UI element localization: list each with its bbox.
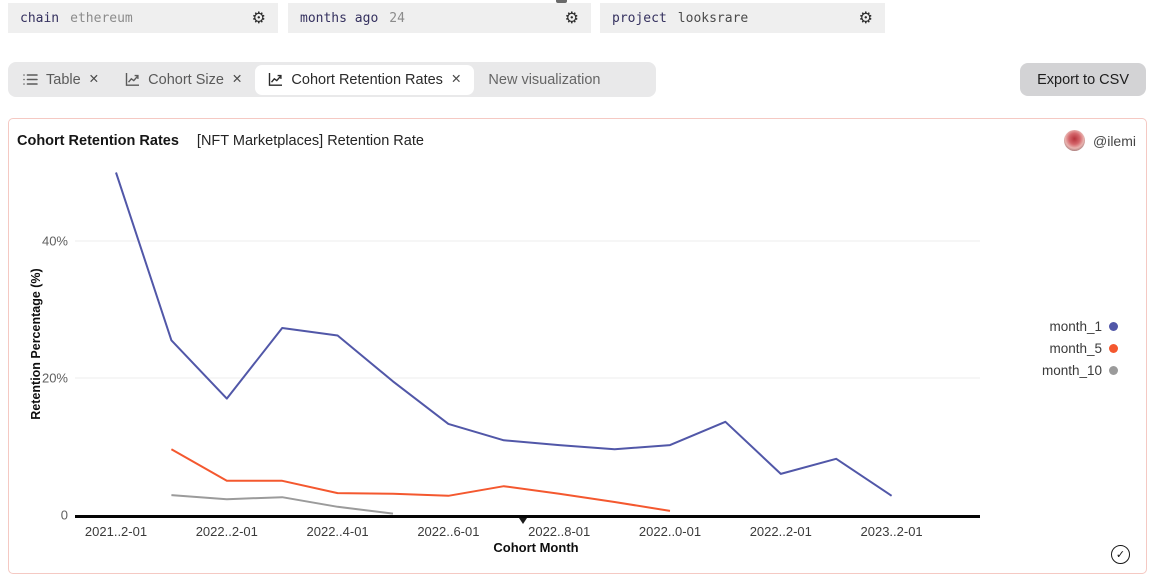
param-months-ago[interactable]: months ago 24 ⚙ (288, 3, 591, 33)
author-handle[interactable]: @ilemi (1093, 132, 1136, 149)
series-color-dot (1109, 321, 1118, 331)
svg-text:2022..2-01: 2022..2-01 (196, 524, 258, 539)
tab-table-label: Table (46, 71, 81, 88)
svg-text:2022..0-01: 2022..0-01 (639, 524, 701, 539)
close-icon[interactable]: ✕ (450, 72, 462, 87)
tab-cohort-retention-rates-label: Cohort Retention Rates (291, 71, 443, 88)
svg-text:2021..2-01: 2021..2-01 (85, 524, 147, 539)
chart-legend: month_1 month_5 month_10 (1042, 315, 1118, 381)
avatar[interactable] (1064, 130, 1085, 151)
chart-subtitle: [NFT Marketplaces] Retention Rate (196, 132, 424, 149)
close-icon[interactable]: ✕ (231, 72, 243, 87)
param-chain[interactable]: chain ethereum ⚙ (8, 3, 278, 33)
param-chain-value[interactable]: ethereum (70, 10, 133, 26)
svg-text:40%: 40% (42, 234, 68, 249)
chart-title: Cohort Retention Rates (17, 132, 179, 149)
tab-cohort-size-label: Cohort Size (148, 71, 224, 88)
line-chart-icon (268, 72, 283, 87)
svg-text:2022..6-01: 2022..6-01 (417, 524, 479, 539)
series-color-dot (1109, 365, 1118, 375)
legend-label: month_10 (1041, 362, 1102, 378)
tab-cohort-size[interactable]: Cohort Size ✕ (112, 65, 255, 94)
chart-card-header: Cohort Retention Rates [NFT Marketplaces… (17, 130, 1136, 151)
param-chain-label: chain (20, 10, 60, 26)
confirm-check-icon[interactable]: ✓ (1111, 545, 1130, 564)
tab-table[interactable]: Table ✕ (10, 65, 112, 94)
legend-label: month_5 (1049, 340, 1102, 356)
legend-item-month-1[interactable]: month_1 (1042, 315, 1118, 337)
series-color-dot (1109, 343, 1118, 353)
tab-cohort-retention-rates[interactable]: Cohort Retention Rates ✕ (255, 64, 475, 95)
cursor-artifact (556, 0, 567, 3)
legend-label: month_1 (1049, 318, 1102, 334)
new-visualization-button[interactable]: New visualization (488, 71, 601, 88)
close-icon[interactable]: ✕ (88, 72, 100, 87)
legend-item-month-5[interactable]: month_5 (1042, 337, 1118, 359)
gear-icon[interactable]: ⚙ (251, 8, 266, 27)
svg-text:2022..8-01: 2022..8-01 (528, 524, 590, 539)
gear-icon[interactable]: ⚙ (564, 8, 579, 27)
svg-text:20%: 20% (42, 371, 68, 386)
param-months-ago-value[interactable]: 24 (389, 10, 405, 26)
visualization-tabbar: Table ✕ Cohort Size ✕ Cohort Retention R… (8, 62, 656, 97)
svg-text:2022..2-01: 2022..2-01 (750, 524, 812, 539)
export-csv-button[interactable]: Export to CSV (1020, 63, 1146, 96)
chart-card: Cohort Retention Rates [NFT Marketplaces… (8, 118, 1147, 574)
param-project-label: project (612, 10, 667, 26)
gear-icon[interactable]: ⚙ (858, 8, 873, 27)
line-chart-icon (125, 72, 140, 87)
svg-text:Retention Percentage (%): Retention Percentage (%) (29, 268, 43, 419)
svg-text:2022..4-01: 2022..4-01 (307, 524, 369, 539)
param-project-value[interactable]: looksrare (677, 10, 749, 26)
param-months-ago-label: months ago (300, 10, 379, 26)
svg-text:2023..2-01: 2023..2-01 (861, 524, 923, 539)
list-icon (23, 73, 38, 86)
retention-line-chart[interactable]: 0 20% 40% 2021..2-01 2022..2-01 2022..4-01 202… (9, 119, 1146, 573)
svg-text:Cohort Month: Cohort Month (493, 540, 578, 555)
param-project[interactable]: project looksrare ⚙ (600, 3, 885, 33)
svg-text:0: 0 (61, 508, 68, 523)
legend-item-month-10[interactable]: month_10 (1042, 359, 1118, 381)
author[interactable]: @ilemi (1064, 130, 1136, 151)
